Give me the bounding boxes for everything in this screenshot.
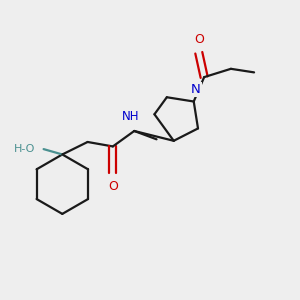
Text: O: O: [108, 180, 118, 193]
Text: N: N: [191, 83, 201, 96]
Text: O: O: [194, 33, 204, 46]
Text: H-O: H-O: [14, 144, 36, 154]
Text: NH: NH: [122, 110, 140, 123]
